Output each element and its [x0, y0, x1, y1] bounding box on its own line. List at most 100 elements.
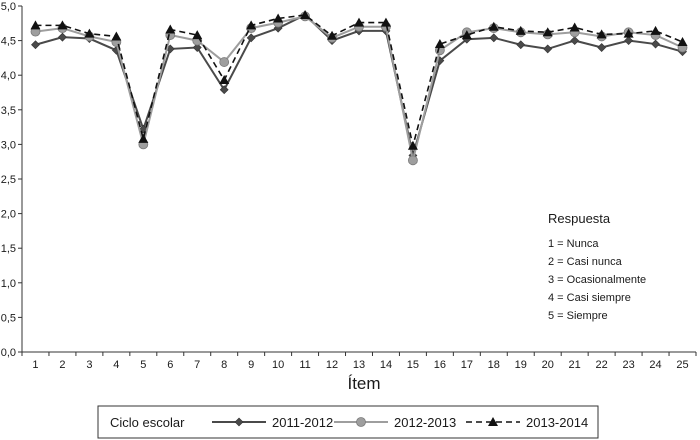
- data-point: [515, 25, 526, 35]
- y-tick-label: 4,5: [1, 36, 16, 48]
- series-line: [35, 13, 683, 156]
- x-tick-labels: 1 2 3 4 5 6 7 8 9 10 11 12 13 14 15 16 17 18 19 20 21 22 23 24 2…: [32, 359, 688, 371]
- data-point: [623, 28, 634, 38]
- y-tick-label: 0,5: [1, 312, 16, 324]
- legend-marker: [234, 417, 244, 427]
- legend-item: 2012-2013: [334, 415, 456, 430]
- x-tick-label: 22: [596, 359, 608, 371]
- legend-item: 2013-2014: [466, 415, 588, 430]
- x-tick-label: 11: [299, 359, 310, 371]
- legend-marker: [488, 417, 498, 426]
- data-point: [192, 43, 202, 52]
- data-point: [461, 30, 472, 40]
- data-point: [246, 20, 257, 30]
- legend-items: 2011-2012 2012-2013 2013-2014: [212, 415, 588, 430]
- y-tick-label: 3,0: [1, 139, 16, 151]
- annotation-title: Respuesta: [548, 211, 611, 226]
- data-point: [58, 32, 67, 42]
- y-tick-label: 4,0: [1, 70, 16, 82]
- x-tick-label: 15: [407, 359, 419, 371]
- data-point: [354, 17, 364, 27]
- data-point: [542, 27, 553, 37]
- data-point: [380, 17, 391, 27]
- x-tick-label: 3: [86, 359, 92, 371]
- data-point: [31, 40, 40, 50]
- legend-label: 2013-2014: [526, 415, 588, 430]
- series-2013-2014: [30, 9, 688, 150]
- data-point: [488, 21, 499, 31]
- x-tick-label: 14: [380, 359, 392, 371]
- data-point: [650, 25, 661, 35]
- annotation-line: 1 = Nunca: [548, 238, 599, 250]
- data-point: [569, 22, 580, 32]
- x-tick-label: 8: [221, 359, 227, 371]
- data-point: [677, 36, 688, 46]
- legend-label: 2012-2013: [394, 415, 456, 430]
- data-point: [192, 30, 203, 40]
- legend-label: 2011-2012: [272, 415, 333, 430]
- x-tick-label: 2: [59, 359, 65, 371]
- series-group: [30, 9, 688, 166]
- data-point: [651, 39, 660, 49]
- x-tick-label: 10: [272, 359, 284, 371]
- legend-item: 2011-2012: [212, 415, 333, 430]
- x-tick-label: 12: [326, 359, 338, 371]
- y-tick-label: 2,5: [1, 174, 16, 186]
- data-point: [434, 39, 445, 49]
- data-point: [219, 57, 230, 67]
- legend-marker: [356, 417, 366, 427]
- x-tick-label: 17: [461, 359, 473, 371]
- x-tick-label: 20: [542, 359, 554, 371]
- data-point: [489, 33, 499, 43]
- response-key-annotation: Respuesta 1 = Nunca 2 = Casi nunca 3 = O…: [548, 211, 646, 322]
- data-point: [138, 133, 149, 143]
- y-tick-label: 0,0: [1, 347, 16, 359]
- legend-title: Ciclo escolar: [110, 415, 185, 430]
- annotation-line: 4 = Casi siempre: [548, 292, 631, 304]
- annotation-line: 2 = Casi nunca: [548, 256, 623, 268]
- x-tick-label: 16: [434, 359, 446, 371]
- x-tick-label: 13: [353, 359, 365, 371]
- data-point: [30, 20, 41, 30]
- x-tick-label: 21: [569, 359, 581, 371]
- data-point: [84, 28, 95, 38]
- x-tick-label: 18: [488, 359, 500, 371]
- data-point: [408, 155, 418, 166]
- y-tick-label: 5,0: [1, 1, 16, 13]
- annotation-line: 3 = Ocasionalmente: [548, 274, 646, 286]
- data-point: [165, 24, 176, 34]
- data-point: [327, 30, 338, 40]
- x-tick-label: 6: [167, 359, 173, 371]
- data-point: [543, 44, 553, 54]
- data-point: [407, 140, 418, 150]
- chart-axes: [18, 5, 697, 356]
- y-tick-label: 1,5: [1, 243, 16, 255]
- x-tick-label: 24: [649, 359, 661, 371]
- data-point: [57, 20, 68, 30]
- data-point: [516, 40, 526, 50]
- x-tick-label: 23: [622, 359, 634, 371]
- x-tick-label: 4: [113, 359, 119, 371]
- legend: Ciclo escolar 2011-2012 2012-2013 2013-201…: [97, 405, 599, 439]
- data-point: [219, 85, 229, 95]
- x-tick-label: 7: [194, 359, 200, 371]
- data-point: [624, 36, 634, 46]
- series-line: [35, 15, 683, 161]
- y-tick-label: 2,0: [1, 209, 16, 221]
- x-axis-label: Ítem: [347, 374, 380, 393]
- data-point: [219, 75, 230, 85]
- data-point: [111, 31, 122, 41]
- x-tick-label: 25: [676, 359, 688, 371]
- x-tick-label: 9: [248, 359, 254, 371]
- y-tick-label: 1,0: [1, 278, 16, 290]
- data-point: [246, 33, 256, 43]
- data-point: [273, 13, 284, 23]
- x-tick-label: 19: [515, 359, 527, 371]
- y-tick-label: 3,5: [1, 105, 16, 117]
- data-point: [596, 29, 607, 39]
- annotation-line: 5 = Siempre: [548, 310, 608, 322]
- x-tick-label: 5: [140, 359, 146, 371]
- y-tick-labels: 0,0 0,5 1,0 1,5 2,0 2,5 3,0 3,5 4,0 4,5 5,0: [1, 1, 16, 359]
- data-point: [300, 9, 311, 19]
